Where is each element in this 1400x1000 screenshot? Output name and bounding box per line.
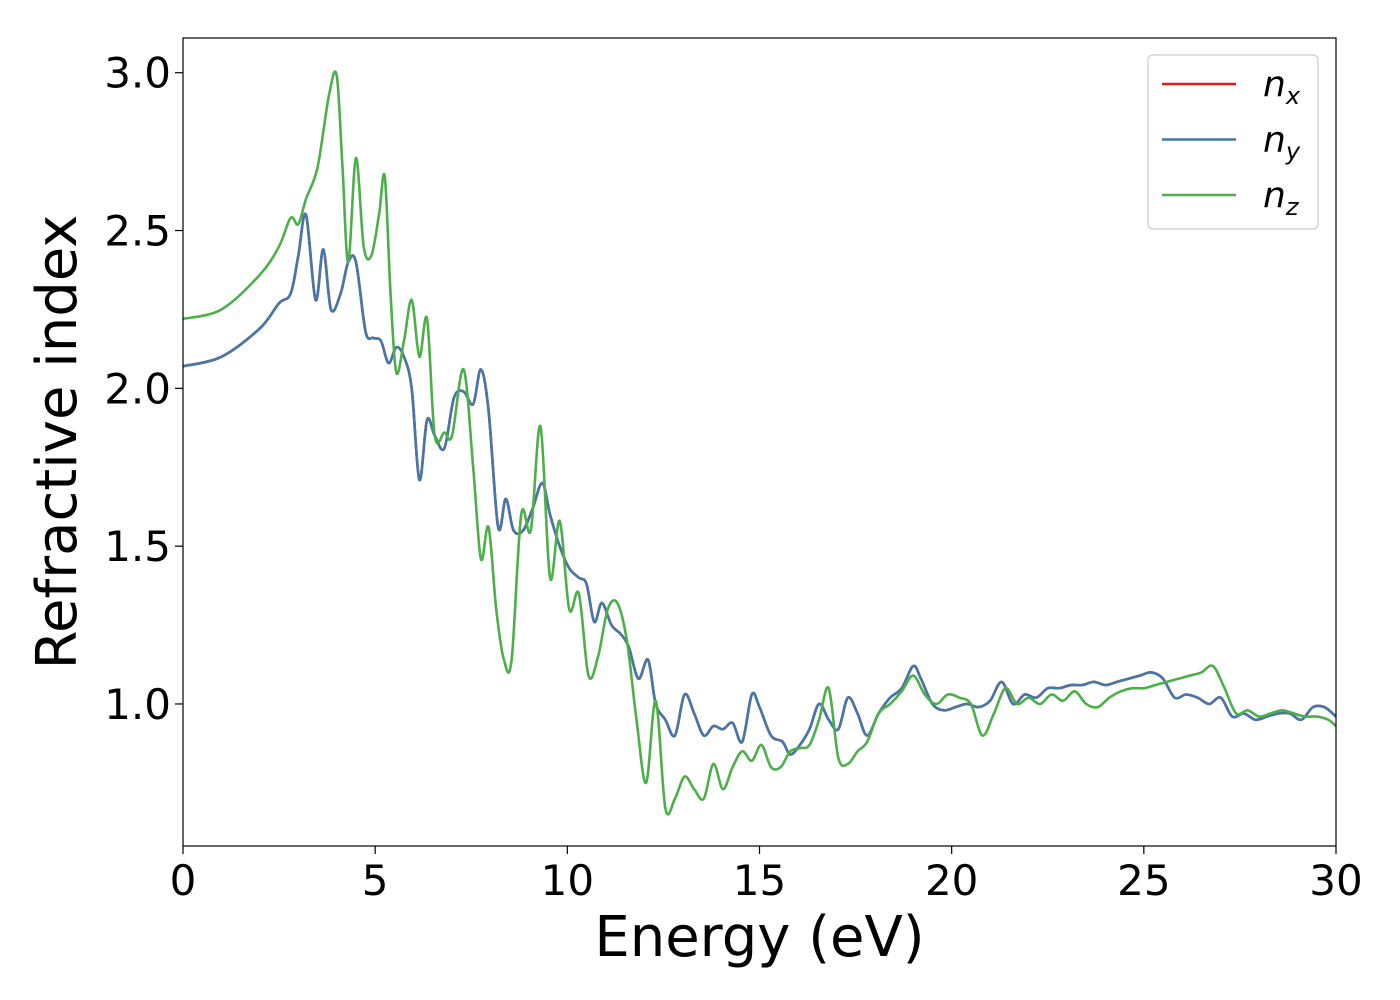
series-line-n-z xyxy=(183,70,1336,816)
x-tick-label: 30 xyxy=(1309,856,1362,905)
x-tick-label: 10 xyxy=(541,856,594,905)
x-tick-label: 5 xyxy=(362,856,389,905)
x-tick-label: 15 xyxy=(733,856,786,905)
y-tick-label: 1.5 xyxy=(104,522,171,571)
x-tick-label: 0 xyxy=(170,856,197,905)
y-tick-label: 1.0 xyxy=(104,680,171,729)
x-axis-title: Energy (eV) xyxy=(594,905,924,970)
series-layer xyxy=(183,70,1336,816)
legend-box xyxy=(1147,54,1319,230)
y-tick-label: 2.5 xyxy=(104,207,171,256)
x-tick-label: 25 xyxy=(1117,856,1170,905)
legend-label-x: nx xyxy=(1263,64,1301,110)
legend-label-z: nz xyxy=(1263,175,1300,221)
y-axis-ticks: 1.0 1.5 2.0 2.5 3.0 xyxy=(104,49,183,729)
series-line-n-y xyxy=(183,212,1336,756)
y-axis-title: Refractive index xyxy=(25,215,90,670)
y-tick-label: 2.0 xyxy=(104,364,171,413)
legend: nx ny nz xyxy=(1147,54,1319,230)
x-axis-ticks: 0 5 10 15 20 25 30 xyxy=(170,846,1363,905)
x-tick-label: 20 xyxy=(925,856,978,905)
plot-background xyxy=(183,38,1336,846)
y-tick-label: 3.0 xyxy=(104,49,171,98)
legend-label-y: ny xyxy=(1263,120,1301,166)
